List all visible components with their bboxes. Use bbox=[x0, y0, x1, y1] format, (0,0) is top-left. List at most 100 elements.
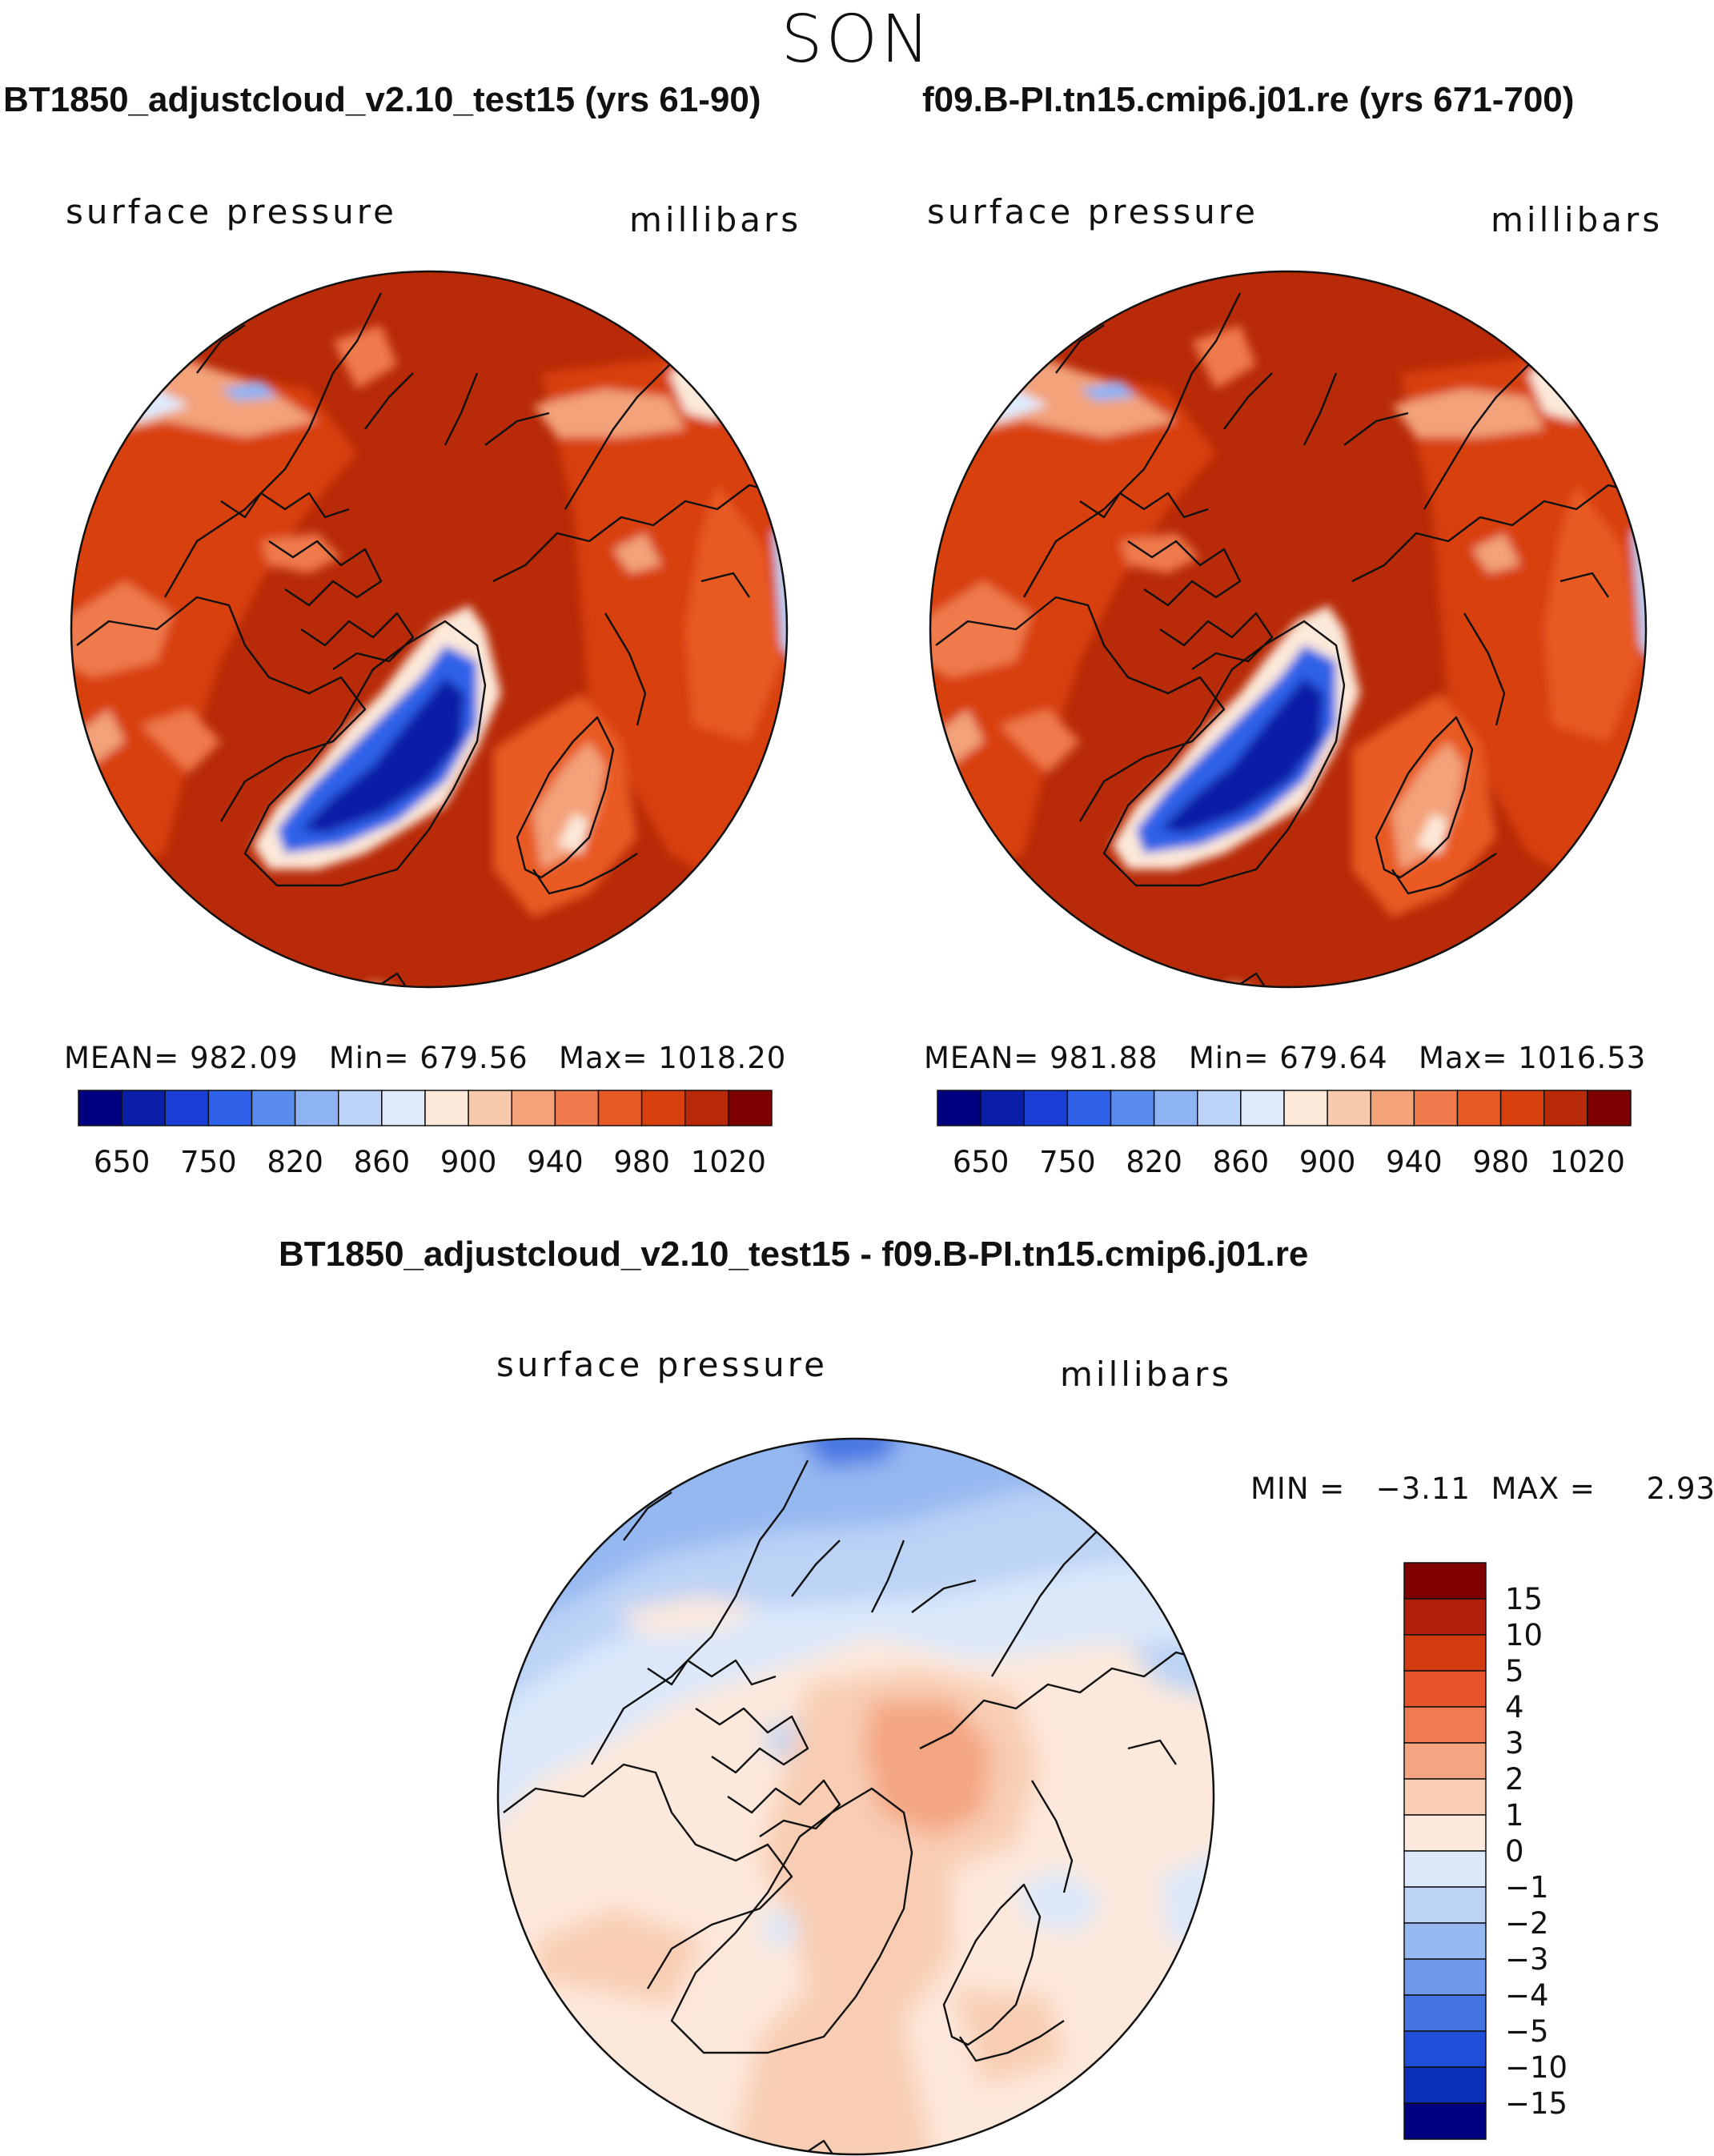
diff-title: BT1850_adjustcloud_v2.10_test15 - f09.B-… bbox=[279, 1235, 1309, 1274]
pressure-contour-region bbox=[1120, 533, 1200, 573]
colorbar-tick-label: −1 bbox=[1505, 1870, 1549, 1905]
pressure-contour-region bbox=[930, 581, 1032, 677]
colorbar-tick-label: 5 bbox=[1505, 1654, 1524, 1688]
difference-contour-region bbox=[1016, 1869, 1104, 1933]
pressure-contour-region bbox=[789, 541, 805, 653]
pressure-contour-region bbox=[533, 741, 605, 869]
panel1-title: BT1850_adjustcloud_v2.10_test15 (yrs 61-… bbox=[3, 80, 761, 119]
colorbar-tick-label: −4 bbox=[1505, 1978, 1549, 2013]
colorbar-box bbox=[294, 1090, 339, 1126]
diff-min-value: −3.11 bbox=[1375, 1471, 1471, 1506]
pressure-contour-region bbox=[541, 357, 787, 933]
panel2-stats: MEAN= 981.88 Min= 679.64 Max= 1016.53 bbox=[924, 1041, 1646, 1075]
colorbar-box bbox=[1543, 1090, 1588, 1126]
colorbar-tick-label: 1020 bbox=[1550, 1145, 1625, 1179]
diff-variable-label: surface pressure bbox=[496, 1345, 828, 1384]
pressure-contour-region bbox=[1392, 741, 1464, 869]
colorbar-tick-label: −10 bbox=[1505, 2050, 1567, 2085]
colorbar-tick-label: 900 bbox=[440, 1145, 497, 1179]
colorbar-tick-label: −5 bbox=[1505, 2014, 1549, 2049]
difference-contour-region bbox=[864, 1700, 992, 1837]
colorbar-tick-label: 860 bbox=[1213, 1145, 1270, 1179]
colorbar-box bbox=[728, 1090, 773, 1126]
colorbar-box bbox=[1403, 1598, 1487, 1636]
diff-units-label: millibars bbox=[1060, 1355, 1233, 1394]
colorbar-tick-label: 1 bbox=[1505, 1798, 1524, 1833]
colorbar-box bbox=[640, 1090, 686, 1126]
colorbar-box bbox=[1110, 1090, 1155, 1126]
colorbar-box bbox=[1403, 2066, 1487, 2104]
colorbar-box bbox=[1403, 1562, 1487, 1600]
pressure-contour-region bbox=[71, 365, 357, 901]
min-value: 679.64 bbox=[1279, 1041, 1388, 1075]
colorbar-box bbox=[1403, 1958, 1487, 1996]
colorbar-box bbox=[1403, 1778, 1487, 1816]
panel1-colorbar: 650 750 820 860 900 940 980 1020 bbox=[78, 1090, 773, 1179]
pressure-contour-region bbox=[1472, 533, 1520, 573]
colorbar-tick-label: 0 bbox=[1505, 1834, 1524, 1869]
diff-max-value: 2.93 bbox=[1646, 1471, 1714, 1506]
colorbar-box bbox=[164, 1090, 210, 1126]
diff-map bbox=[496, 1437, 1215, 2156]
colorbar-tick-label: 3 bbox=[1505, 1726, 1524, 1761]
colorbar-box bbox=[1240, 1090, 1285, 1126]
difference-contour-region bbox=[792, 1439, 904, 1468]
difference-contour-region bbox=[536, 1909, 704, 2005]
colorbar-box bbox=[1587, 1090, 1632, 1126]
colorbar-box bbox=[1403, 2102, 1487, 2140]
colorbar-box bbox=[1153, 1090, 1198, 1126]
mean-value: 982.09 bbox=[190, 1041, 299, 1075]
season-title: SON bbox=[781, 2, 933, 78]
pressure-contour-region bbox=[71, 581, 173, 677]
colorbar-box bbox=[1403, 1922, 1487, 1960]
colorbar-box bbox=[78, 1090, 122, 1126]
pressure-contour-region bbox=[221, 381, 277, 401]
colorbar-box bbox=[251, 1090, 296, 1126]
pressure-contour-region bbox=[349, 982, 397, 987]
pressure-contour-region bbox=[613, 533, 661, 573]
colorbar-box bbox=[1403, 1814, 1487, 1852]
colorbar-tick-label: −3 bbox=[1505, 1942, 1549, 1977]
map-outline bbox=[929, 270, 1648, 989]
colorbar-box bbox=[468, 1090, 512, 1126]
pressure-contour-region bbox=[685, 485, 781, 741]
pressure-contour-region bbox=[1080, 381, 1136, 401]
diff-min-max: MIN = −3.11 MAX = 2.93 bbox=[1250, 1471, 1714, 1506]
max-label: Max= bbox=[559, 1041, 648, 1075]
colorbar-box bbox=[1066, 1090, 1112, 1126]
colorbar-box bbox=[1283, 1090, 1328, 1126]
map-outline bbox=[70, 270, 789, 989]
colorbar-box bbox=[1403, 1634, 1487, 1672]
colorbar-box bbox=[381, 1090, 426, 1126]
colorbar-tick-label: 750 bbox=[180, 1145, 237, 1179]
colorbar-box bbox=[1413, 1090, 1459, 1126]
difference-contour-region bbox=[1160, 1845, 1214, 1957]
colorbar-box bbox=[1327, 1090, 1371, 1126]
colorbar-tick-label: 980 bbox=[613, 1145, 670, 1179]
colorbar-box bbox=[424, 1090, 469, 1126]
diff-max-label: MAX = bbox=[1491, 1471, 1596, 1506]
colorbar-tick-label: 4 bbox=[1505, 1690, 1524, 1724]
colorbar-box bbox=[1456, 1090, 1502, 1126]
colorbar-box bbox=[207, 1090, 253, 1126]
min-label: Min= bbox=[1188, 1041, 1270, 1075]
panel2-map bbox=[929, 270, 1648, 989]
mean-label: MEAN= bbox=[924, 1041, 1040, 1075]
pressure-contour-region bbox=[533, 389, 685, 437]
panel2-units-label: millibars bbox=[1491, 200, 1664, 239]
colorbar-tick-label: 820 bbox=[267, 1145, 323, 1179]
colorbar-box bbox=[1023, 1090, 1069, 1126]
colorbar-box bbox=[1403, 2030, 1487, 2068]
colorbar-box bbox=[554, 1090, 600, 1126]
max-label: Max= bbox=[1419, 1041, 1508, 1075]
min-value: 679.56 bbox=[419, 1041, 528, 1075]
map-outline bbox=[496, 1437, 1215, 2156]
pressure-contour-region bbox=[301, 677, 465, 833]
panel1-variable-label: surface pressure bbox=[66, 192, 397, 231]
pressure-contour-region bbox=[261, 533, 341, 573]
difference-contour-region bbox=[760, 1909, 800, 1949]
colorbar-box bbox=[597, 1090, 643, 1126]
colorbar-box bbox=[1403, 1994, 1487, 2032]
